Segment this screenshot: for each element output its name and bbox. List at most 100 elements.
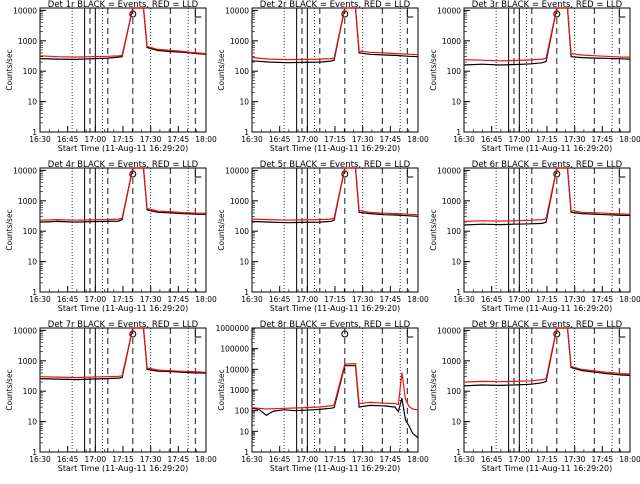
x-tick-label: 17:45 — [168, 295, 190, 304]
flare-marker-circle — [129, 170, 137, 178]
panel-title: Det 9r BLACK = Events, RED = LLD — [472, 320, 623, 330]
y-tick-label: 100 — [235, 227, 250, 236]
x-axis-label: Start Time (11-Aug-11 16:29:20) — [270, 304, 401, 313]
x-axis-label: Start Time (11-Aug-11 16:29:20) — [270, 144, 401, 153]
x-axis-label: Start Time (11-Aug-11 16:29:20) — [270, 464, 401, 473]
y-tick-label: 1 — [456, 128, 461, 137]
flare-marker-circle — [553, 10, 561, 18]
x-tick-label: 17:15 — [324, 135, 346, 144]
y-axis-label: Counts/sec — [5, 369, 14, 410]
y-tick-label: 1000000 — [216, 324, 250, 333]
x-tick-label: 16:45 — [481, 455, 503, 464]
y-tick-label: 1000 — [18, 37, 37, 46]
x-tick-label: 17:30 — [352, 135, 374, 144]
y-axis-label: Counts/sec — [5, 209, 14, 250]
x-tick-label: 17:30 — [140, 455, 162, 464]
x-tick-label: 17:30 — [352, 295, 374, 304]
y-tick-label: 10000 — [225, 166, 249, 175]
detector-panel: 1 10 100 1000 10000 16:30 16:45 17:00 17:15 17:30… — [429, 160, 640, 313]
x-tick-label: 16:30 — [241, 295, 263, 304]
x-tick-label: 17:00 — [85, 135, 107, 144]
corner-marker — [406, 170, 414, 178]
lld-series-line — [39, 327, 207, 379]
panel-title: Det 2r BLACK = Events, RED = LLD — [260, 0, 411, 10]
y-tick-label: 100 — [23, 67, 38, 76]
x-tick-label: 17:15 — [324, 295, 346, 304]
panel-title: Det 5r BLACK = Events, RED = LLD — [260, 160, 411, 170]
x-tick-label: 17:00 — [509, 135, 531, 144]
y-tick-label: 100 — [23, 387, 38, 396]
plot-frame — [463, 327, 631, 453]
detector-panel: 1 10 100 1000 10000 16:30 16:45 17:00 17:15 17:30… — [429, 320, 640, 473]
y-tick-label: 1000 — [230, 386, 249, 395]
x-tick-label: 16:30 — [241, 455, 263, 464]
x-tick-label: 17:30 — [140, 135, 162, 144]
detector-panel: 1 10 100 1000 10000 16:30 16:45 17:00 17:15 17:30… — [217, 160, 429, 313]
x-tick-label: 16:45 — [57, 455, 79, 464]
y-tick-label: 10 — [239, 258, 249, 267]
detector-panel: 1 10 100 1000 10000 16:30 16:45 17:00 17:15 17:30… — [217, 0, 429, 153]
x-tick-label: 18:00 — [407, 135, 429, 144]
plot-frame — [251, 7, 419, 133]
y-tick-label: 10 — [451, 258, 461, 267]
y-tick-label: 1000 — [18, 357, 37, 366]
flare-marker-circle — [341, 170, 349, 178]
plot-frame — [39, 7, 207, 133]
x-tick-label: 16:30 — [241, 135, 263, 144]
detector-panel: 1 10 100 1000 10000 16:30 16:45 17:00 17:15 17:30… — [429, 0, 640, 153]
y-axis-label: Counts/sec — [429, 209, 438, 250]
x-tick-label: 18:00 — [619, 455, 640, 464]
x-tick-label: 17:00 — [509, 295, 531, 304]
y-tick-label: 1000 — [230, 197, 249, 206]
x-tick-label: 18:00 — [619, 295, 640, 304]
x-tick-label: 18:00 — [195, 135, 217, 144]
x-tick-label: 17:00 — [85, 295, 107, 304]
y-tick-label: 10000 — [437, 166, 461, 175]
y-tick-label: 1000 — [442, 197, 461, 206]
x-tick-label: 16:45 — [269, 295, 291, 304]
flare-marker-circle — [129, 10, 137, 18]
y-tick-label: 10 — [451, 98, 461, 107]
y-axis-label: Counts/sec — [429, 369, 438, 410]
lld-series-line — [39, 7, 207, 58]
x-axis-label: Start Time (11-Aug-11 16:29:20) — [482, 144, 613, 153]
y-tick-label: 100 — [447, 67, 462, 76]
corner-marker — [194, 170, 202, 178]
lld-series-line — [463, 327, 631, 383]
x-tick-label: 17:15 — [112, 135, 134, 144]
x-tick-label: 16:30 — [29, 455, 51, 464]
y-axis-label: Counts/sec — [217, 369, 226, 410]
y-tick-label: 1 — [456, 288, 461, 297]
x-tick-label: 16:30 — [29, 135, 51, 144]
x-tick-label: 17:45 — [168, 135, 190, 144]
y-tick-label: 100 — [235, 67, 250, 76]
corner-marker — [194, 10, 202, 18]
x-tick-label: 18:00 — [407, 455, 429, 464]
x-tick-label: 17:15 — [112, 455, 134, 464]
x-tick-label: 17:15 — [536, 295, 558, 304]
y-tick-label: 100 — [447, 227, 462, 236]
lld-series-line — [251, 362, 419, 411]
detector-panel: 1 10 100 1000 10000 16:30 16:45 17:00 17:15 17:30… — [5, 160, 217, 313]
x-tick-label: 17:00 — [297, 295, 319, 304]
plot-frame — [251, 167, 419, 293]
x-tick-label: 17:00 — [85, 455, 107, 464]
y-tick-label: 10 — [239, 98, 249, 107]
detector-panel: 1 10 100 1000 10000 100000 1000000 16:30 16:45 17… — [216, 320, 429, 473]
y-tick-label: 10 — [451, 418, 461, 427]
detector-panel: 1 10 100 1000 10000 16:30 16:45 17:00 17:15 17:30… — [5, 320, 217, 473]
x-tick-label: 17:00 — [297, 455, 319, 464]
y-tick-label: 100 — [447, 387, 462, 396]
plot-frame — [251, 327, 419, 453]
detector-panel: 1 10 100 1000 10000 16:30 16:45 17:00 17:15 17:30… — [5, 0, 217, 153]
y-axis-label: Counts/sec — [429, 49, 438, 90]
x-tick-label: 17:45 — [592, 295, 614, 304]
y-tick-label: 1 — [32, 128, 37, 137]
y-tick-label: 1000 — [230, 37, 249, 46]
y-axis-label: Counts/sec — [217, 49, 226, 90]
y-tick-label: 1 — [32, 448, 37, 457]
x-tick-label: 17:45 — [380, 455, 402, 464]
x-tick-label: 17:30 — [564, 135, 586, 144]
plot-frame — [463, 7, 631, 133]
